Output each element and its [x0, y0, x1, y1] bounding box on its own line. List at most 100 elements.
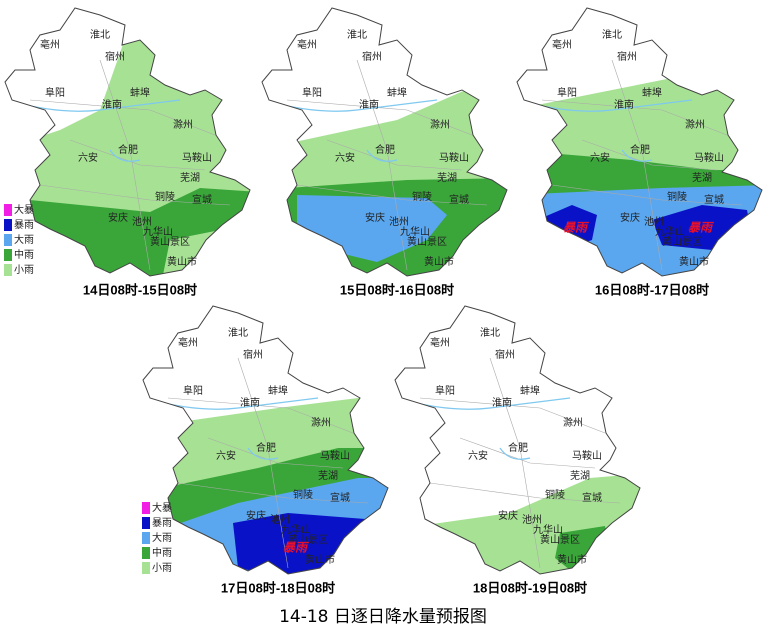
legend-swatch: [4, 219, 12, 231]
legend-label: 中雨: [14, 248, 34, 261]
legend-label: 大暴: [14, 203, 34, 216]
legend-swatch: [4, 234, 12, 246]
city-label: 滁州: [173, 118, 193, 131]
district-lines: [286, 59, 488, 271]
legend-swatch: [142, 517, 150, 529]
legend-label: 暴雨: [152, 517, 172, 529]
legend-swatch: [4, 204, 12, 216]
legend-label: 大雨: [14, 233, 34, 246]
district-lines: [419, 357, 621, 569]
city-label: 马鞍山: [320, 449, 350, 462]
city-label: 铜陵: [667, 191, 687, 203]
city-label: 黄山市: [424, 255, 454, 268]
city-label: 池州: [270, 513, 290, 526]
panel-caption: 15日08时-16日08时: [340, 282, 454, 297]
city-label: 淮北: [480, 327, 500, 339]
province-border: [261, 7, 508, 277]
city-label: 宿州: [617, 50, 637, 63]
city-label: 池州: [389, 215, 409, 228]
legend-swatch: [142, 532, 150, 544]
city-label: 淮北: [228, 327, 248, 339]
city-label: 马鞍山: [182, 151, 212, 164]
city-label: 滁州: [311, 416, 331, 429]
city-label: 六安: [216, 449, 236, 462]
city-label: 滁州: [685, 118, 705, 131]
city-label: 阜阳: [45, 86, 65, 99]
city-label: 安庆: [365, 211, 385, 224]
city-label: 九华山: [655, 225, 685, 238]
legend-swatch: [4, 264, 12, 276]
city-label: 宣城: [192, 193, 212, 206]
legend-label: 小雨: [14, 264, 34, 276]
city-label: 亳州: [178, 336, 198, 349]
rainstorm-label: 暴雨: [563, 221, 590, 235]
city-label: 淮南: [102, 98, 122, 111]
legend-label: 大雨: [152, 531, 172, 544]
city-label: 芜湖: [570, 469, 590, 482]
city-label: 安庆: [498, 509, 518, 522]
panel-caption: 17日08时-18日08时: [221, 580, 335, 595]
city-label: 黄山景区: [150, 235, 190, 248]
city-label: 合肥: [630, 143, 650, 156]
city-label: 黄山景区: [662, 235, 702, 248]
city-label: 淮南: [614, 98, 634, 111]
city-label: 安庆: [246, 509, 266, 522]
district-lines: [167, 357, 369, 569]
city-label: 铜陵: [293, 489, 313, 501]
city-label: 六安: [335, 151, 355, 164]
panel-caption: 14日08时-15日08时: [83, 282, 197, 297]
city-label: 六安: [468, 449, 488, 462]
city-label: 亳州: [430, 336, 450, 349]
city-label: 马鞍山: [694, 151, 724, 164]
city-label: 黄山景区: [407, 235, 447, 248]
city-label: 亳州: [552, 38, 572, 51]
city-label: 铜陵: [412, 191, 432, 203]
province-border: [394, 305, 641, 575]
city-label: 合肥: [256, 441, 276, 454]
city-label: 淮北: [90, 29, 110, 41]
legend-swatch: [142, 562, 150, 574]
rainstorm-label: 暴雨: [688, 221, 715, 235]
city-label: 淮北: [602, 29, 622, 41]
panel-caption: 16日08时-17日08时: [595, 282, 709, 297]
district-lines: [29, 59, 231, 271]
legend-label: 暴雨: [14, 219, 34, 231]
rain-zone: [517, 185, 762, 276]
city-label: 芜湖: [437, 171, 457, 184]
legend-swatch: [142, 502, 150, 514]
city-label: 宣城: [330, 491, 350, 504]
city-label: 蚌埠: [642, 86, 662, 99]
city-label: 宣城: [582, 491, 602, 504]
city-label: 亳州: [40, 38, 60, 51]
city-label: 黄山市: [167, 255, 197, 268]
city-label: 黄山市: [679, 255, 709, 268]
city-label: 芜湖: [180, 171, 200, 184]
legend-label: 中雨: [152, 546, 172, 559]
city-label: 淮南: [359, 98, 379, 111]
city-label: 黄山景区: [540, 533, 580, 546]
city-label: 蚌埠: [130, 86, 150, 99]
city-label: 阜阳: [302, 86, 322, 99]
city-label: 铜陵: [545, 489, 565, 501]
rainstorm-label: 暴雨: [283, 541, 310, 555]
province-border: [4, 7, 251, 277]
city-label: 黄山市: [305, 553, 335, 566]
city-label: 合肥: [118, 143, 138, 156]
city-label: 阜阳: [435, 384, 455, 397]
city-label: 九华山: [400, 225, 430, 238]
city-label: 蚌埠: [268, 384, 288, 397]
city-label: 宿州: [495, 348, 515, 361]
city-label: 阜阳: [557, 86, 577, 99]
city-label: 芜湖: [318, 469, 338, 482]
city-label: 黄山景区: [288, 533, 328, 546]
city-label: 蚌埠: [520, 384, 540, 397]
legend-label: 小雨: [152, 562, 172, 574]
city-label: 九华山: [533, 523, 563, 536]
city-label: 合肥: [508, 441, 528, 454]
